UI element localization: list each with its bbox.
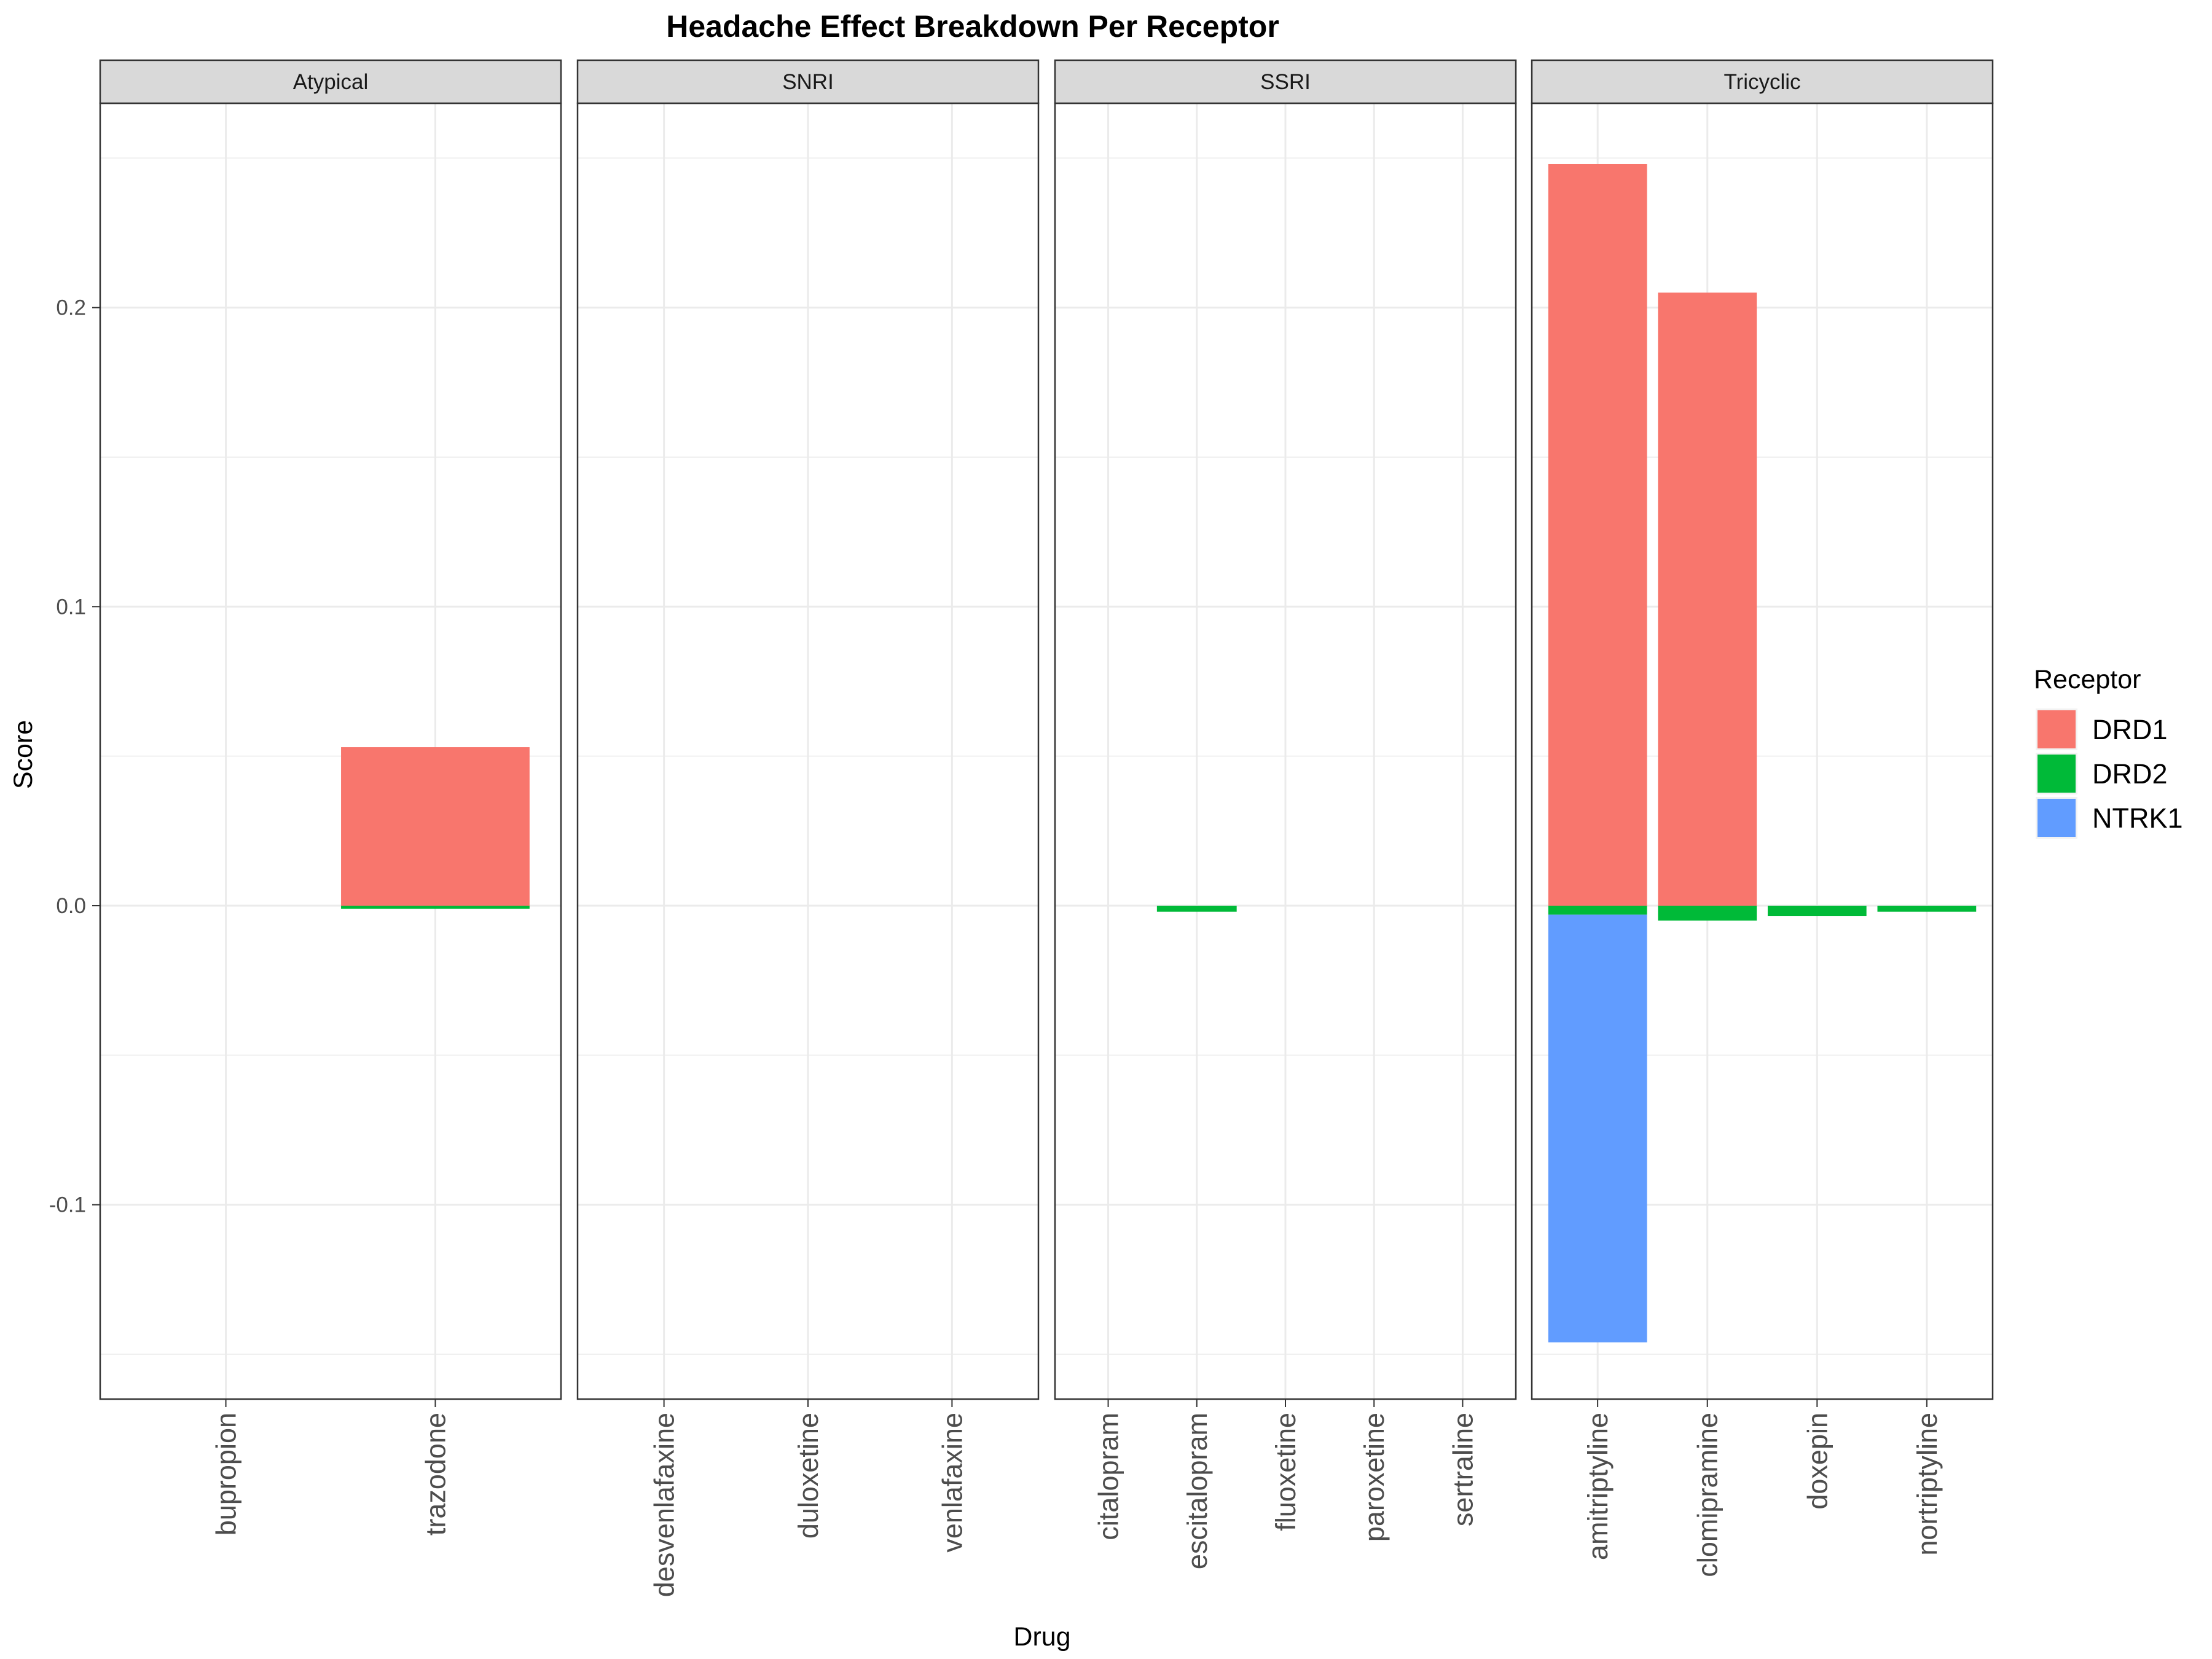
y-tick-label: 0.1: [56, 595, 86, 619]
facet-strip-label: Atypical: [293, 70, 369, 94]
legend-swatch-ntrk1: [2037, 799, 2076, 837]
y-axis-ticks: -0.1 0.0 0.1 0.2: [49, 296, 100, 1217]
facet-panels: bupropion trazodone Atypical desvenlafaxine…: [99, 59, 1994, 1597]
facet-strip: [576, 59, 1040, 104]
bar-doxepin-drd2: [1767, 906, 1867, 917]
bar-amitriptyline-drd2: [1548, 906, 1647, 915]
bar-clomipramine-drd1: [1658, 292, 1757, 906]
x-tick-label: trazodone: [420, 1413, 451, 1535]
bar-trazodone-drd2: [341, 906, 530, 909]
y-tick-label: -0.1: [49, 1193, 86, 1217]
bar-amitriptyline-drd1: [1548, 163, 1647, 906]
bar-amitriptyline-ntrk1: [1548, 914, 1647, 1343]
x-tick-label: citalopram: [1093, 1413, 1124, 1540]
legend-swatch-drd1: [2037, 710, 2076, 748]
facet-strip-label: Tricyclic: [1724, 70, 1800, 94]
legend-title: Receptor: [2034, 665, 2141, 694]
facet-panel-atypical: bupropion trazodone Atypical: [99, 59, 562, 1535]
legend-label-ntrk1: NTRK1: [2092, 802, 2183, 834]
facet-strip: [1054, 59, 1517, 104]
x-tick-label: clomipramine: [1692, 1413, 1724, 1577]
x-tick-label: doxepin: [1802, 1413, 1833, 1510]
facet-strip-label: SNRI: [782, 70, 834, 94]
x-tick-label: duloxetine: [793, 1413, 824, 1539]
x-tick-label: sertraline: [1447, 1413, 1478, 1526]
facet-panel-tricyclic: amitriptyline clomipramine doxepin nortript…: [1531, 59, 1994, 1577]
y-tick-label: 0.2: [56, 296, 86, 320]
x-tick-label: desvenlafaxine: [649, 1413, 680, 1597]
facet-strip: [99, 59, 562, 104]
legend-label-drd2: DRD2: [2092, 758, 2168, 790]
bar-nortriptyline-drd2: [1877, 906, 1977, 912]
bar-clomipramine-drd2: [1658, 906, 1757, 921]
x-axis-title: Drug: [1013, 1622, 1070, 1652]
legend: Receptor DRD1 DRD2 NTRK1: [2034, 665, 2183, 839]
bar-trazodone-drd1: [341, 747, 530, 906]
facet-strip: [1531, 59, 1994, 104]
x-tick-label: fluoxetine: [1270, 1413, 1301, 1531]
chart-title: Headache Effect Breakdown Per Receptor: [666, 9, 1279, 44]
x-tick-label: venlafaxine: [936, 1413, 968, 1553]
x-tick-label: escitalopram: [1182, 1413, 1213, 1569]
x-tick-label: paroxetine: [1359, 1413, 1390, 1542]
x-tick-label: bupropion: [211, 1413, 242, 1535]
legend-swatch-drd2: [2037, 755, 2076, 793]
x-tick-label: amitriptyline: [1582, 1413, 1614, 1560]
x-tick-label: nortriptyline: [1912, 1413, 1943, 1556]
facet-strip-label: SSRI: [1260, 70, 1311, 94]
bar-escitalopram-drd2: [1156, 906, 1237, 912]
facet-panel-snri: desvenlafaxine duloxetine venlafaxine SNRI: [576, 59, 1040, 1597]
y-axis-title: Score: [9, 720, 38, 789]
facet-panel-ssri: citalopram escitalopram fluoxetine paroxeti…: [1054, 59, 1517, 1569]
legend-label-drd1: DRD1: [2092, 714, 2168, 745]
y-tick-label: 0.0: [56, 894, 86, 918]
